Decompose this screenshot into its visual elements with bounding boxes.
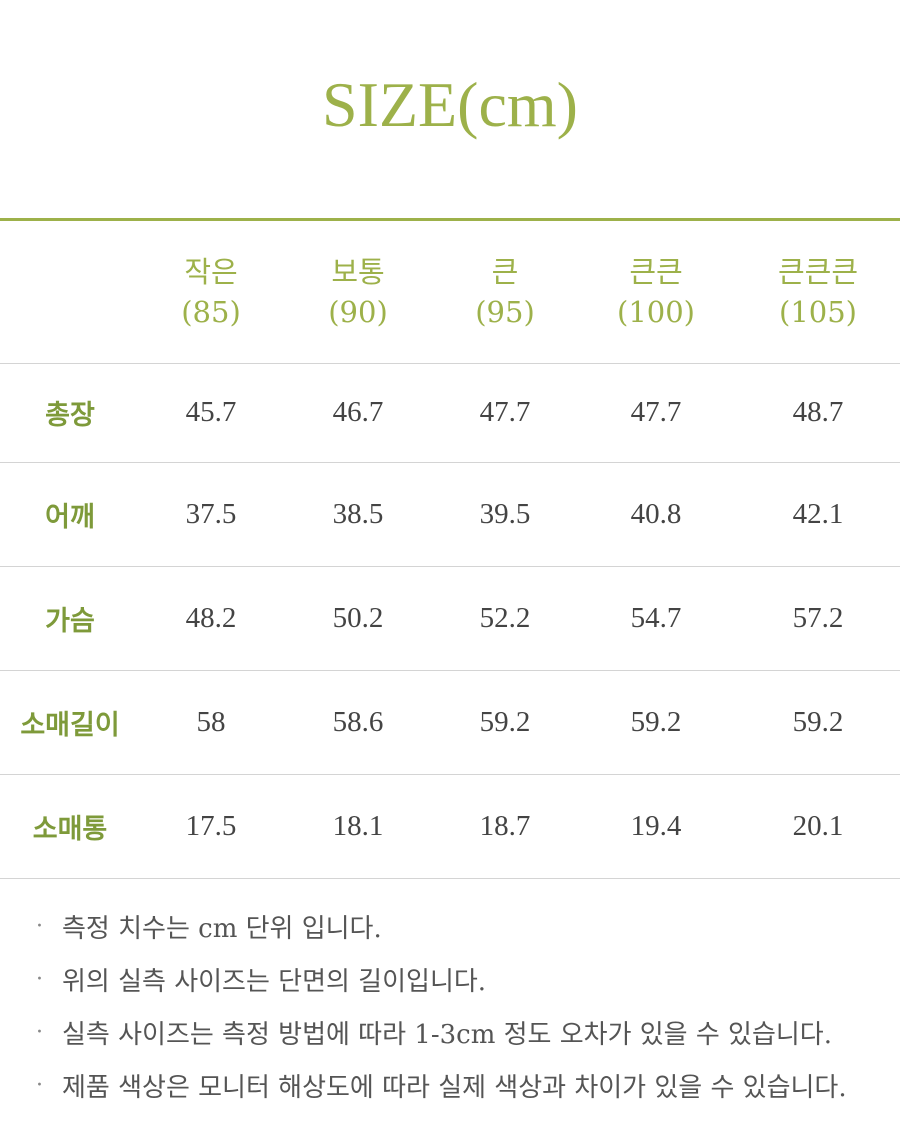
table-cell: 47.7: [434, 363, 576, 463]
row-label: 소매통: [0, 774, 140, 879]
note-item: · 위의 실측 사이즈는 단면의 길이입니다.: [36, 953, 886, 1006]
table-cell: 18.1: [282, 774, 434, 879]
header-size: (85): [181, 294, 241, 329]
header-corner: [0, 221, 140, 364]
table-cell: 58: [140, 670, 282, 775]
header-name: 큰: [491, 254, 519, 289]
header-size: (105): [779, 294, 857, 329]
header-name: 큰큰: [629, 254, 683, 289]
table-row: 소매통 17.5 18.1 18.7 19.4 20.1: [0, 774, 900, 879]
header-size-small: 작은 (85): [140, 221, 282, 364]
table-row: 어깨 37.5 38.5 39.5 40.8 42.1: [0, 462, 900, 567]
table-cell: 59.2: [736, 670, 900, 775]
bullet-dot-icon: ·: [36, 967, 43, 992]
note-item: · 실측 사이즈는 측정 방법에 따라 1-3cm 정도 오차가 있을 수 있습…: [36, 1006, 886, 1059]
header-size-large: 큰 (95): [434, 221, 576, 364]
bullet-dot-icon: ·: [36, 914, 43, 939]
note-text: 제품 색상은 모니터 해상도에 따라 실제 색상과 차이가 있을 수 있습니다.: [62, 1073, 847, 1103]
table-cell: 59.2: [576, 670, 736, 775]
row-label: 어깨: [0, 462, 140, 567]
note-item: · 측정 치수는 cm 단위 입니다.: [36, 900, 886, 953]
header-name: 작은: [184, 254, 238, 289]
bullet-dot-icon: ·: [36, 1020, 43, 1045]
header-name: 큰큰큰: [777, 254, 859, 289]
row-label: 소매길이: [0, 670, 140, 775]
header-size-medium: 보통 (90): [282, 221, 434, 364]
table-cell: 48.7: [736, 363, 900, 463]
table-cell: 42.1: [736, 462, 900, 567]
table-cell: 57.2: [736, 566, 900, 671]
table-cell: 40.8: [576, 462, 736, 567]
header-size-xxlarge: 큰큰큰 (105): [736, 221, 900, 364]
table-cell: 59.2: [434, 670, 576, 775]
size-notes: · 측정 치수는 cm 단위 입니다. · 위의 실측 사이즈는 단면의 길이입…: [36, 900, 886, 1112]
table-cell: 54.7: [576, 566, 736, 671]
header-size: (100): [617, 294, 695, 329]
header-size: (90): [328, 294, 388, 329]
table-row: 총장 45.7 46.7 47.7 47.7 48.7: [0, 363, 900, 463]
table-cell: 17.5: [140, 774, 282, 879]
size-table: 작은 (85) 보통 (90) 큰 (95) 큰큰 (100) 큰큰큰 (105…: [0, 221, 900, 879]
table-cell: 50.2: [282, 566, 434, 671]
table-cell: 20.1: [736, 774, 900, 879]
table-cell: 45.7: [140, 363, 282, 463]
table-cell: 58.6: [282, 670, 434, 775]
table-cell: 18.7: [434, 774, 576, 879]
header-name: 보통: [331, 254, 385, 289]
note-text: 실측 사이즈는 측정 방법에 따라 1-3cm 정도 오차가 있을 수 있습니다…: [62, 1020, 832, 1050]
row-label: 총장: [0, 363, 140, 463]
header-row: 작은 (85) 보통 (90) 큰 (95) 큰큰 (100) 큰큰큰 (105…: [0, 221, 900, 364]
table-cell: 38.5: [282, 462, 434, 567]
table-cell: 47.7: [576, 363, 736, 463]
table-row: 가슴 48.2 50.2 52.2 54.7 57.2: [0, 566, 900, 671]
table-row: 소매길이 58 58.6 59.2 59.2 59.2: [0, 670, 900, 775]
row-label: 가슴: [0, 566, 140, 671]
note-text: 측정 치수는 cm 단위 입니다.: [62, 914, 382, 944]
bullet-dot-icon: ·: [36, 1073, 43, 1098]
table-cell: 46.7: [282, 363, 434, 463]
table-cell: 48.2: [140, 566, 282, 671]
header-size-xlarge: 큰큰 (100): [576, 221, 736, 364]
note-item: · 제품 색상은 모니터 해상도에 따라 실제 색상과 차이가 있을 수 있습니…: [36, 1059, 886, 1112]
table-cell: 39.5: [434, 462, 576, 567]
table-cell: 37.5: [140, 462, 282, 567]
table-cell: 52.2: [434, 566, 576, 671]
header-size: (95): [475, 294, 535, 329]
table-cell: 19.4: [576, 774, 736, 879]
note-text: 위의 실측 사이즈는 단면의 길이입니다.: [62, 967, 487, 997]
page-title: SIZE(cm): [322, 69, 578, 140]
title-divider: [0, 218, 900, 221]
